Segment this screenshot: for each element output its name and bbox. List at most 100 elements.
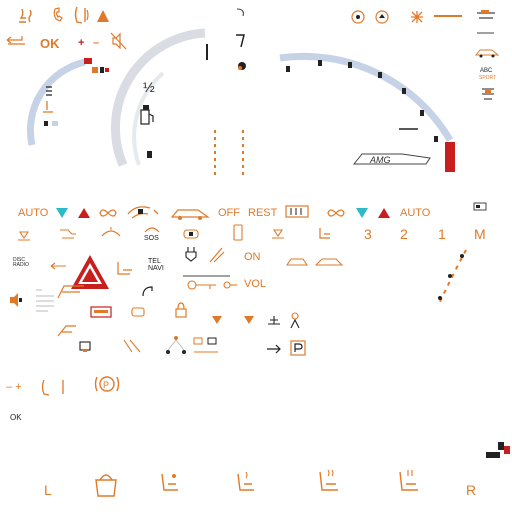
phone-bracket-icon[interactable] <box>58 378 68 396</box>
fuel-icon <box>92 67 109 73</box>
zone-3-label[interactable]: 3 <box>364 226 372 242</box>
temp-down-cyan-right-icon[interactable] <box>356 208 368 218</box>
back-small-icon[interactable] <box>50 262 68 270</box>
mirror-icon[interactable] <box>130 306 146 318</box>
car-sos-icon[interactable]: SOS <box>142 224 162 242</box>
ok-label[interactable]: OK <box>40 36 60 51</box>
phone-device-icon[interactable] <box>232 224 244 242</box>
car-recirculate-icon[interactable] <box>170 205 210 221</box>
auto-right-label[interactable]: AUTO <box>400 207 431 219</box>
tel-navi-label[interactable]: TEL NAVI <box>148 258 164 272</box>
tablet-icon[interactable] <box>78 340 92 354</box>
speaker-icon[interactable] <box>8 292 24 308</box>
tray-icon[interactable] <box>475 8 497 22</box>
back-arrow-icon[interactable] <box>6 35 26 45</box>
arrow-down-right-icon[interactable] <box>244 316 254 324</box>
car-outline-icon[interactable] <box>474 48 500 58</box>
blade-icon[interactable] <box>234 33 248 49</box>
curved-arrow-icon[interactable] <box>235 6 247 18</box>
sport-label[interactable]: SPORT <box>479 75 497 81</box>
flag-icon <box>486 442 510 458</box>
arrow-right-icon[interactable] <box>266 344 282 354</box>
vent-down-icon[interactable] <box>270 226 286 240</box>
divider-mark <box>206 44 208 60</box>
warning-triangle-small-icon[interactable] <box>97 10 109 22</box>
phone-hangup-icon[interactable] <box>40 378 52 396</box>
arrow-down-left-icon[interactable] <box>212 316 222 324</box>
fan-icon[interactable] <box>98 205 118 221</box>
temp-down-cyan-icon[interactable] <box>56 208 68 218</box>
car-front-icon[interactable] <box>285 256 309 268</box>
scroll-track[interactable] <box>432 246 472 310</box>
sun-icon[interactable] <box>100 226 122 238</box>
rest-label[interactable]: REST <box>248 207 278 219</box>
vol-label[interactable]: VOL <box>244 278 267 290</box>
fan-speed-icon[interactable] <box>472 200 488 212</box>
minus-plus-label[interactable]: – + <box>6 381 22 393</box>
seat-left-label[interactable]: L <box>44 482 52 498</box>
hazard-warning-icon[interactable] <box>70 254 110 290</box>
key-icon[interactable] <box>222 278 238 292</box>
plug-icon[interactable] <box>184 246 198 264</box>
parking-brake-icon[interactable]: P <box>94 374 120 394</box>
off-label[interactable]: OFF <box>218 207 240 219</box>
oil-icon[interactable] <box>236 60 248 72</box>
auto-left-label[interactable]: AUTO <box>18 207 49 219</box>
hand-icon[interactable] <box>58 226 78 242</box>
on-label[interactable]: ON <box>244 251 261 263</box>
car-side-icon[interactable] <box>314 256 344 268</box>
separator-line <box>183 275 230 277</box>
minus-label[interactable]: – <box>93 37 100 49</box>
seat-belt-icon[interactable] <box>56 322 78 338</box>
seat-vent-icon[interactable] <box>316 226 334 242</box>
wiper-icon[interactable] <box>208 246 226 264</box>
gauge-b-marker <box>147 151 152 158</box>
vent-up-icon[interactable] <box>16 228 32 242</box>
seat-icon[interactable] <box>114 258 136 278</box>
seat-heat-icon[interactable] <box>16 6 38 26</box>
ok-small-label[interactable]: OK <box>10 413 22 422</box>
svg-text:AMG: AMG <box>369 155 391 165</box>
asterisk-icon[interactable] <box>410 10 424 24</box>
phone-pickup-icon[interactable] <box>73 5 91 25</box>
radio-dial-icon[interactable] <box>350 10 366 24</box>
coolant-icon <box>43 101 53 113</box>
seat-recline-icon[interactable] <box>156 470 182 498</box>
defrost-icon[interactable] <box>126 204 160 222</box>
lock-icon[interactable] <box>174 302 188 318</box>
abc-label[interactable]: ABC <box>480 68 493 74</box>
seat-heat-bottom-icon[interactable] <box>232 470 258 498</box>
seat-cool-icon[interactable] <box>394 468 422 498</box>
mode-m-label[interactable]: M <box>474 226 486 242</box>
plus-label[interactable]: + <box>78 37 85 49</box>
window-icon[interactable] <box>266 314 282 326</box>
temp-up-red-icon[interactable] <box>78 208 90 218</box>
rotate-icon[interactable] <box>140 284 156 300</box>
rear-view-icon[interactable] <box>122 338 144 354</box>
network-icon[interactable] <box>164 334 188 358</box>
fan-right-icon[interactable] <box>326 205 346 221</box>
person-icon[interactable] <box>288 312 302 330</box>
control-cluster-icon[interactable] <box>192 334 222 360</box>
zone-1-label[interactable]: 1 <box>438 226 446 242</box>
car-key-icon[interactable] <box>186 278 220 292</box>
seat-massage-icon[interactable] <box>314 468 342 498</box>
suspension-icon[interactable] <box>480 86 496 104</box>
radio-label[interactable]: DISC RADIO <box>13 257 29 268</box>
dotted-line-right <box>242 130 244 178</box>
mute-icon[interactable] <box>110 32 128 50</box>
rear-defrost-icon[interactable] <box>284 204 310 220</box>
ventilation-icon[interactable] <box>182 228 200 240</box>
gauge-half-label: ½ <box>143 79 155 95</box>
svg-text:SOS: SOS <box>144 235 159 242</box>
parking-assist-icon[interactable] <box>290 340 306 356</box>
seat-basket-icon[interactable] <box>90 470 122 500</box>
dash-line-icon <box>434 15 462 17</box>
zone-2-label[interactable]: 2 <box>400 226 408 242</box>
seat-right-label[interactable]: R <box>466 482 477 498</box>
eject-icon[interactable] <box>374 10 390 24</box>
temp-up-red-right-icon[interactable] <box>378 208 390 218</box>
trunk-icon[interactable] <box>56 282 88 302</box>
phone-icon[interactable] <box>52 7 66 23</box>
card-icon[interactable] <box>90 306 112 318</box>
